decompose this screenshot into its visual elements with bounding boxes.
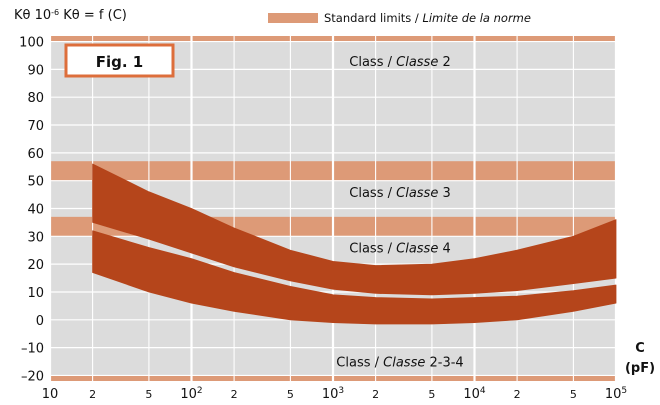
chart-title: Kθ 10-6 Kθ = f (C) [14,8,127,24]
class-labels: Class / Classe 2 Class / Classe 3 Class / … [336,55,463,370]
y-tick-label: 10 [27,286,44,301]
x-axis-unit: (pF) [625,361,655,376]
figure-label-frame [64,43,175,78]
class-label-0: Class / Classe 2 [349,55,450,70]
x-axis-label: C [635,341,645,356]
x-tick-label: 105 [605,386,627,402]
class-label-1: Class / Classe 3 [349,186,450,201]
x-tick-label: 5 [428,388,435,401]
x-tick-label: 2 [372,388,379,401]
y-tick-label: 20 [27,258,44,273]
x-tick-label: 5 [570,388,577,401]
class-label-3: Class / Classe 2-3-4 [336,356,463,371]
x-tick-label: 10 [42,387,59,402]
y-tick-label: 50 [27,175,44,190]
y-tick-label: –10 [21,342,44,357]
y-tick-label: –20 [21,369,44,384]
y-tick-label: 30 [27,230,44,245]
x-tick-label: 103 [322,386,344,402]
figure-label: Fig. 1 [96,53,143,71]
x-axis: 10 2 5 102 2 5 103 2 5 104 2 5 105 [42,386,627,402]
plot-area: Class / Classe 2 Class / Classe 3 Class / … [48,36,618,381]
y-tick-label: 40 [27,203,44,218]
figure-label-box: Fig. 1 [64,43,175,78]
y-tick-label: 90 [27,63,44,78]
y-tick-label: 70 [27,119,44,134]
y-tick-label: 60 [27,147,44,162]
x-tick-label: 5 [287,388,294,401]
series-band-0 [92,163,617,296]
y-tick-label: 80 [27,91,44,106]
y-tick-label: 100 [19,36,44,51]
legend-label: Standard limits / Limite de la norme [324,11,531,25]
x-tick-label: 2 [89,388,96,401]
legend-swatch [268,13,318,23]
legend: Standard limits / Limite de la norme [268,11,531,25]
series-band-1 [92,230,617,325]
x-tick-label: 2 [231,388,238,401]
x-tick-label: 102 [180,386,202,402]
series-layer [92,163,617,325]
class-label-2: Class / Classe 4 [349,241,450,256]
y-tick-label: 0 [36,314,44,329]
x-tick-label: 104 [463,386,486,402]
x-tick-label: 5 [145,388,152,401]
x-tick-label: 2 [514,388,521,401]
